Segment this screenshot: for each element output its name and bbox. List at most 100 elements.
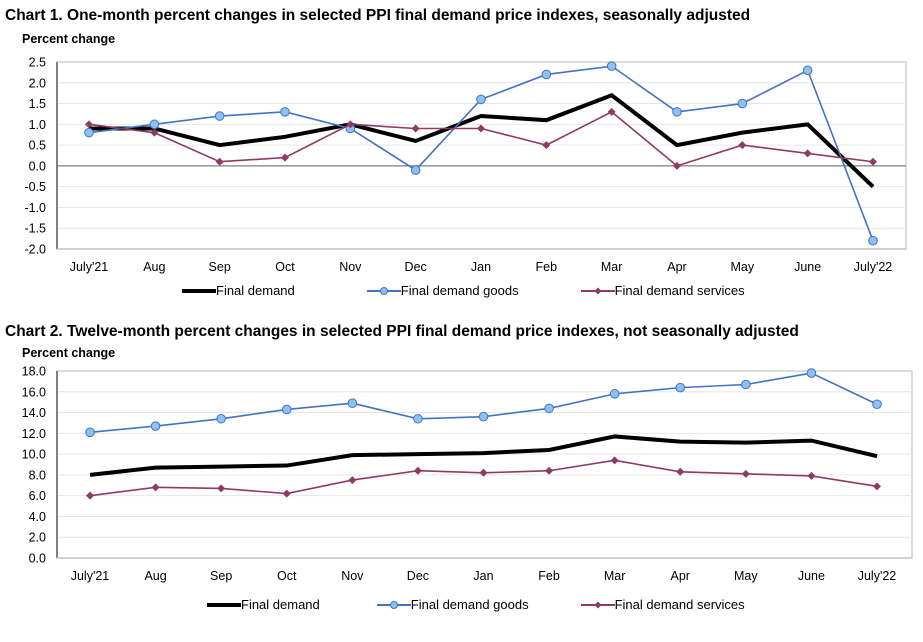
chart1-x-tick-label: Mar: [601, 260, 623, 274]
chart1-plot: 2.5 2.0 1.5 1.0 0.5 0.0 -0.5 -1.0 -1.5 -2.0 July'2…: [24, 56, 907, 274]
chart1-point-final-demand-goods: [476, 94, 486, 105]
chart1-point-final-demand-services: [411, 124, 420, 133]
chart1-y-tick-label: -1.5: [24, 222, 46, 236]
chart1-y-tick-label: -1.0: [24, 201, 46, 215]
chart1-legend: Final demand Final demand goods Final dema…: [180, 283, 745, 298]
chart1-point-final-demand-goods: [606, 61, 617, 71]
chart1-x-tick-label: Aug: [143, 260, 165, 274]
chart1-point-final-demand-services: [346, 120, 355, 129]
chart2-point-final-demand-services: [282, 489, 291, 498]
chart2-point-final-demand-goods: [544, 403, 554, 414]
chart2-point-final-demand-services: [545, 466, 554, 475]
chart2-y-tick-label: 6.0: [29, 489, 46, 503]
chart2-y-tick-label: 12.0: [22, 427, 46, 441]
chart1-x-tick-label: Oct: [275, 260, 295, 274]
chart1-point-final-demand-services: [738, 141, 747, 150]
chart1-point-final-demand-goods: [84, 127, 94, 138]
chart2-x-tick-label: July'22: [858, 569, 897, 583]
chart1-point-final-demand-goods: [737, 98, 748, 109]
chart2-legend-label: Final demand services: [614, 597, 745, 612]
chart2-point-final-demand-goods: [741, 379, 751, 390]
chart1-title: Chart 1. One-month percent changes in se…: [5, 7, 751, 24]
chart1-legend-item: Final demand services: [579, 283, 745, 298]
chart1-y-tick-label: 0.5: [29, 139, 46, 153]
chart2-y-tick-label: 2.0: [29, 531, 46, 545]
chart2-point-final-demand-services: [151, 483, 160, 492]
chart1-point-final-demand-goods: [868, 235, 878, 246]
chart2-x-tick-label: July'21: [71, 569, 110, 583]
chart1-point-final-demand-goods: [214, 111, 225, 121]
chart1-point-final-demand-services: [673, 161, 681, 170]
chart1-x-tick-label: Sep: [209, 260, 231, 274]
chart1-y-tick-label: 0.0: [29, 159, 46, 173]
chart2-point-final-demand-services: [741, 469, 750, 478]
chart1-x-tick-label: Dec: [405, 260, 427, 274]
chart2-y-axis-title: Percent change: [22, 346, 116, 360]
chart2-legend-swatch: [376, 600, 411, 609]
chart1-point-final-demand-services: [85, 120, 93, 129]
chart2-x-tick-label: Oct: [277, 569, 297, 583]
chart2-x-tick-label: Sep: [210, 569, 232, 583]
chart2-y-tick-label: 0.0: [29, 552, 46, 566]
chart2-y-tick-label: 16.0: [22, 385, 46, 399]
chart1-x-tick-label: July'21: [70, 260, 109, 274]
chart1-x-tick-label: May: [731, 260, 755, 274]
chart1-point-final-demand-goods: [802, 65, 813, 76]
chart2-x-tick-label: Dec: [407, 569, 429, 583]
chart2-legend-item: Final demand: [205, 597, 320, 612]
chart2-legend-swatch: [207, 602, 241, 607]
chart1-x-tick-label: Jan: [471, 260, 491, 274]
chart1-series-final-demand: [89, 92, 875, 189]
chart2-point-final-demand-goods: [806, 368, 817, 378]
chart1-legend-item: Final demand goods: [365, 283, 519, 298]
chart1-x-tick-label: July'22: [854, 260, 893, 274]
chart2-series-final-demand: [89, 434, 878, 477]
chart2-point-final-demand-goods: [478, 411, 489, 422]
chart1-y-tick-label: -2.0: [24, 243, 46, 257]
chart2-point-final-demand-goods: [609, 389, 620, 399]
chart1-point-final-demand-services: [542, 141, 551, 150]
chart2-plot-area: [56, 370, 913, 559]
chart1-point-final-demand-services: [477, 124, 485, 133]
chart2-point-final-demand-goods: [675, 382, 686, 393]
chart1-legend-label: Final demand goods: [400, 283, 519, 298]
chart1-point-final-demand-services: [803, 149, 812, 158]
chart1-legend-swatch: [366, 286, 401, 295]
chart1-point-final-demand-goods: [672, 107, 682, 117]
chart2-x-tick-label: Mar: [604, 569, 626, 583]
chart1-point-final-demand-goods: [149, 119, 160, 130]
chart2-point-final-demand-goods: [413, 413, 423, 424]
chart2-point-final-demand-services: [86, 491, 94, 500]
chart2-point-final-demand-services: [610, 456, 619, 465]
chart2-point-final-demand-goods: [347, 398, 358, 409]
chart2-point-final-demand-services: [479, 468, 488, 477]
chart2-x-tick-label: May: [734, 569, 758, 583]
chart2-point-final-demand-services: [807, 471, 816, 480]
chart2-point-final-demand-services: [413, 466, 422, 475]
chart1-legend-swatch: [182, 288, 216, 293]
chart2-point-final-demand-goods: [281, 404, 292, 415]
chart2-point-final-demand-goods: [216, 413, 226, 424]
chart1-y-tick-label: 1.0: [29, 118, 46, 132]
chart2-legend-label: Final demand: [241, 597, 320, 612]
chart2-plot: 18.0 16.0 14.0 12.0 10.0 8.0 6.0 4.0 2.0 0.0 July'…: [22, 365, 913, 583]
chart2-title: Chart 2. Twelve-month percent changes in…: [5, 323, 799, 340]
chart1-x-tick-label: Apr: [667, 260, 686, 274]
chart2-point-final-demand-services: [873, 482, 881, 491]
chart2-y-tick-label: 4.0: [29, 510, 46, 524]
chart2-x-tick-label: Aug: [144, 569, 166, 583]
chart2-point-final-demand-services: [217, 484, 226, 493]
chart2-x-tick-label: Jan: [473, 569, 493, 583]
chart1-legend-item: Final demand: [180, 283, 295, 298]
chart1-point-final-demand-services: [150, 128, 159, 137]
chart2-x-tick-label: Feb: [538, 569, 560, 583]
chart1-x-tick-label: Nov: [339, 260, 362, 274]
chart1-point-final-demand-services: [281, 153, 289, 162]
chart2-point-final-demand-goods: [150, 421, 161, 431]
chart2-x-tick-label: Nov: [341, 569, 364, 583]
chart2-point-final-demand-goods: [872, 399, 882, 410]
chart1-point-final-demand-goods: [280, 107, 290, 117]
chart1-x-tick-label: June: [794, 260, 821, 274]
chart2-legend-swatch: [580, 601, 615, 608]
chart1-legend-swatch: [580, 287, 615, 294]
